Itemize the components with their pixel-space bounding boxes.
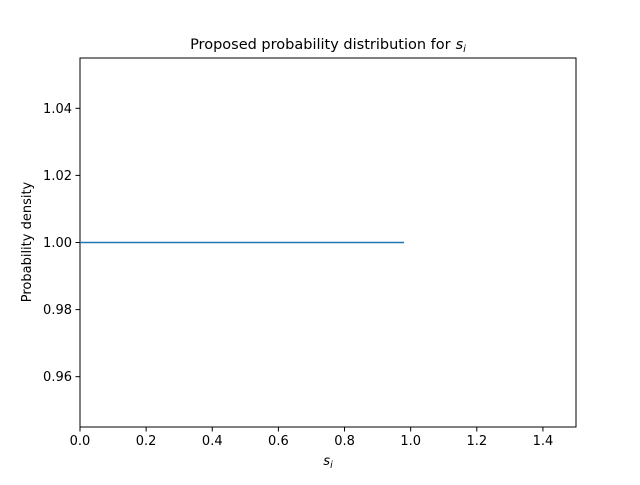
chart-title-math-sub: i xyxy=(463,44,466,55)
x-tick-label: 0.2 xyxy=(136,434,157,449)
chart-title-text: Proposed probability distribution for xyxy=(190,37,451,53)
x-axis-label-sub: i xyxy=(330,460,333,471)
x-tick-label: 1.4 xyxy=(533,434,554,449)
x-tick-label: 0.4 xyxy=(202,434,223,449)
chart-title: Proposed probability distribution for si xyxy=(190,37,466,55)
y-tick-label: 1.02 xyxy=(43,169,72,184)
y-tick-label: 1.04 xyxy=(43,102,72,117)
y-tick-label: 1.00 xyxy=(43,236,72,251)
y-axis-label: Probability density xyxy=(20,181,35,302)
y-tick-label: 0.98 xyxy=(43,303,72,318)
y-tick-label: 0.96 xyxy=(43,370,72,385)
x-tick-label: 1.0 xyxy=(400,434,421,449)
x-tick-label: 0.0 xyxy=(70,434,91,449)
x-axis-label: si xyxy=(323,454,333,471)
x-tick-label: 0.6 xyxy=(268,434,289,449)
x-axis-label-base: s xyxy=(323,454,330,469)
chart-title-math-base: s xyxy=(456,37,464,53)
x-axis-ticks: 0.0 0.2 0.4 0.6 0.8 1.0 1.2 1.4 xyxy=(70,427,554,449)
y-axis-ticks: 0.96 0.98 1.00 1.02 1.04 xyxy=(43,102,80,385)
x-tick-label: 1.2 xyxy=(466,434,487,449)
x-tick-label: 0.8 xyxy=(334,434,355,449)
